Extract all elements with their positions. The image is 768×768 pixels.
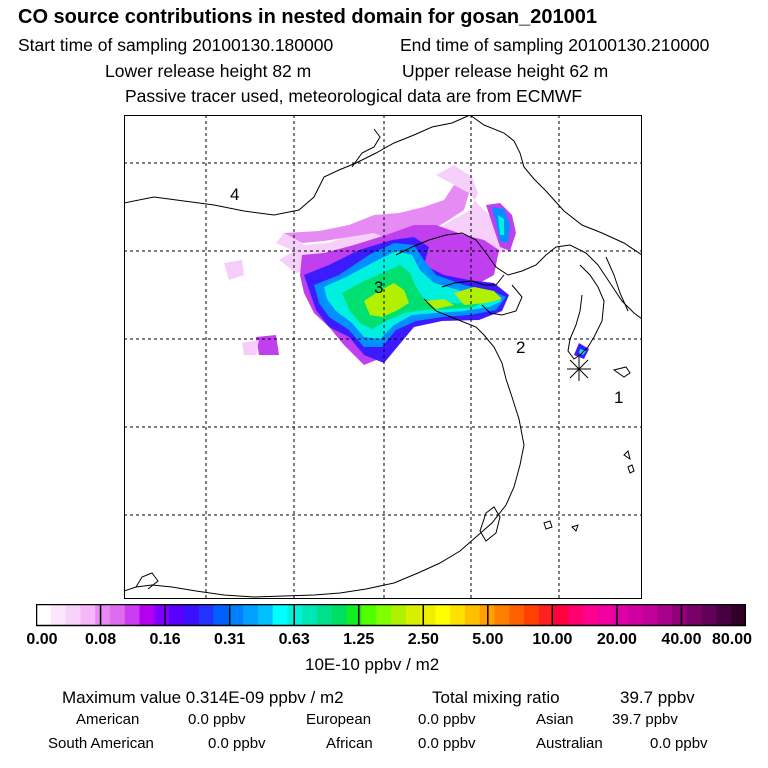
colorbar-tick-label: 0.31 [214, 631, 246, 648]
colorbar-cell [50, 604, 67, 626]
region-african-value: 0.0 ppbv [418, 735, 476, 752]
colorbar-cell [243, 604, 259, 626]
coastlines [124, 115, 642, 598]
colorbar-cell [568, 604, 584, 626]
colorbar-cell [109, 604, 126, 626]
colorbar-cell [450, 604, 466, 626]
colorbar-major-dividers [99, 604, 683, 626]
colorbar-cell [583, 604, 599, 626]
region-label-4: 4 [230, 185, 239, 204]
end-time-label: End time of sampling 20100130.210000 [400, 35, 710, 55]
colorbar-cell [302, 604, 318, 626]
colorbar-cell [361, 604, 377, 626]
region-label-2: 2 [516, 338, 525, 357]
lat-lon-grid [124, 115, 642, 599]
colorbar-cell [169, 604, 185, 626]
region-american-value: 0.0 ppbv [188, 711, 246, 728]
region-american-name: American [76, 711, 140, 728]
receptor-asterisk-icon [567, 357, 591, 381]
colorbar-cell [376, 604, 392, 626]
colorbar-units: 10E-10 ppbv / m2 [305, 655, 440, 674]
colorbar-tick-label: 40.00 [661, 631, 702, 648]
colorbar-tick-label: 0.08 [84, 631, 117, 648]
colorbar-cell [65, 604, 81, 626]
colorbar-cell [716, 604, 732, 626]
colorbar-cell [257, 604, 274, 626]
colorbar-cell [464, 604, 481, 626]
colorbar-cell [612, 604, 629, 626]
colorbar-cell [124, 604, 141, 626]
region-african-name: African [326, 735, 373, 752]
region-asian-name: Asian [536, 711, 574, 728]
region-european-value: 0.0 ppbv [418, 711, 476, 728]
region-australian-name: Australian [536, 735, 603, 752]
total-mixing-label: Total mixing ratio [432, 688, 560, 707]
colorbar-cell [598, 604, 614, 626]
total-mixing-value: 39.7 ppbv [620, 688, 695, 707]
colorbar-cell [317, 604, 333, 626]
colorbar-cell [405, 604, 422, 626]
colorbar-cells [36, 604, 746, 626]
colorbar-cell [154, 604, 170, 626]
colorbar-cell [198, 604, 215, 626]
colorbar-cell [95, 604, 111, 626]
colorbar-cell [553, 604, 570, 626]
colorbar-tick-label: 0.16 [149, 631, 181, 648]
region-south-american-name: South American [48, 735, 154, 752]
colorbar-cell [391, 604, 407, 626]
colorbar-cell [731, 604, 746, 626]
colorbar-cell [642, 604, 658, 626]
colorbar-cell [509, 604, 525, 626]
colorbar-cell [686, 604, 703, 626]
start-time-label: Start time of sampling 20100130.180000 [18, 35, 334, 55]
colorbar-tick-label: 5.00 [472, 631, 504, 648]
colorbar-cell [657, 604, 673, 626]
colorbar-cell [139, 604, 155, 626]
colorbar-cell [331, 604, 348, 626]
colorbar-cell [80, 604, 96, 626]
page-title: CO source contributions in nested domain… [18, 6, 598, 28]
colorbar-tick-label: 0.63 [278, 631, 310, 648]
colorbar-cell [213, 604, 229, 626]
region-label-3: 3 [374, 278, 383, 297]
colorbar-cell [272, 604, 289, 626]
colorbar [36, 604, 746, 627]
colorbar-cell [346, 604, 363, 626]
colorbar-cell [672, 604, 688, 626]
colorbar-tick-label: 80.00 [711, 631, 753, 648]
colorbar-tick-label: 0.00 [26, 631, 58, 648]
colorbar-cell [287, 604, 303, 626]
colorbar-cell [701, 604, 718, 626]
upper-release-height-label: Upper release height 62 m [402, 61, 609, 81]
max-value-label: Maximum value 0.314E-09 ppbv / m2 [62, 688, 344, 707]
colorbar-cell [538, 604, 555, 626]
map-panel: 1 2 3 4 [124, 115, 642, 599]
colorbar-tick-label: 10.00 [532, 631, 573, 648]
colorbar-cell [627, 604, 644, 626]
region-label-1: 1 [614, 388, 623, 407]
colorbar-cell [435, 604, 451, 626]
tracer-note: Passive tracer used, meteorological data… [125, 86, 583, 106]
colorbar-cell [36, 604, 52, 626]
colorbar-tick-label: 2.50 [407, 631, 439, 648]
region-australian-value: 0.0 ppbv [650, 735, 708, 752]
colorbar-cell [183, 604, 200, 626]
region-european-name: European [306, 711, 372, 728]
region-asian-value: 39.7 ppbv [612, 711, 678, 728]
colorbar-tick-label: 20.00 [596, 631, 637, 648]
lower-release-height-label: Lower release height 82 m [105, 61, 312, 81]
colorbar-frame [36, 604, 746, 627]
colorbar-cell [228, 604, 244, 626]
colorbar-cell [524, 604, 540, 626]
region-south-american-value: 0.0 ppbv [208, 735, 266, 752]
colorbar-cell [494, 604, 510, 626]
colorbar-cell [420, 604, 436, 626]
colorbar-tick-label: 1.25 [343, 631, 375, 648]
map-frame [124, 115, 642, 599]
